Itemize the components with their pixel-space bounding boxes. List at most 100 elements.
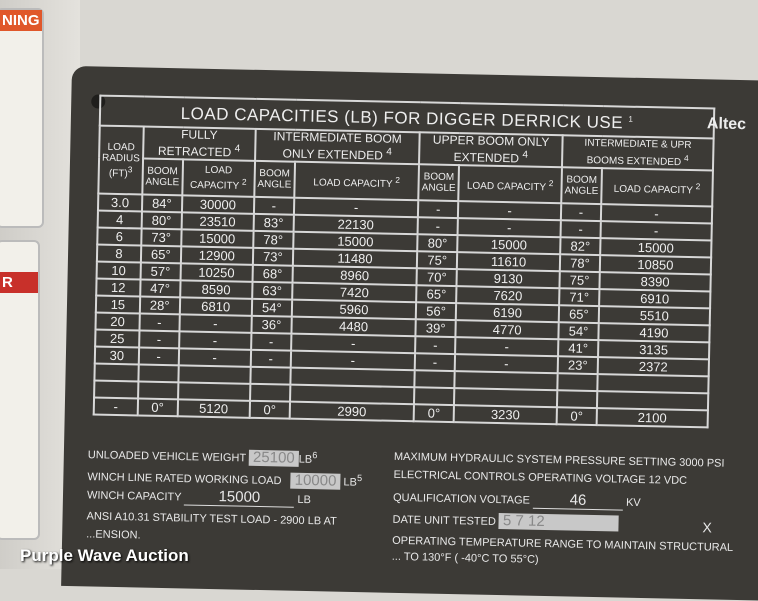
checkbox-mark: X: [702, 519, 712, 536]
load-capacity-plate: LOAD CAPACITIES (LB) FOR DIGGER DERRICK …: [61, 66, 758, 601]
angle-cell: -: [417, 217, 459, 236]
angle-cell: 56°: [415, 302, 457, 321]
winch-capacity: WINCH CAPACITY 15000 LB: [86, 488, 312, 508]
capacity-cell: 12900: [180, 246, 254, 266]
angle-cell: -: [560, 220, 601, 239]
capacity-cell: 6190: [455, 303, 560, 323]
brand-panel: Altec: [706, 115, 758, 134]
capacity-cell: 2990: [289, 401, 415, 422]
angle-cell: 73°: [252, 248, 294, 266]
radius-cell: -: [93, 397, 138, 416]
capacity-cell: -: [178, 348, 251, 368]
angle-cell: [250, 367, 291, 385]
angle-cell: -: [415, 336, 456, 355]
unloaded-weight: UNLOADED VEHICLE WEIGHT 25100 LB6: [87, 448, 318, 467]
group-header: INTERMEDIATE BOOM ONLY EXTENDED 4: [254, 128, 420, 165]
temperature-range-cont: ... TO 130°F ( -40°C TO 55°C): [391, 550, 539, 566]
angle-cell: -: [418, 200, 459, 219]
capacity-cell: -: [179, 314, 252, 334]
warning-sticker: NING: [0, 8, 44, 228]
angle-cell: [138, 364, 179, 383]
angle-cell: 47°: [139, 279, 181, 298]
angle-cell: [414, 370, 455, 389]
capacity-cell: 10250: [180, 263, 253, 283]
angle-cell: 75°: [559, 271, 600, 290]
capacity-cell: -: [454, 354, 559, 374]
angle-cell: 78°: [559, 254, 601, 273]
capacity-cell: [454, 388, 558, 408]
angle-cell: [137, 381, 179, 400]
group-header: FULLY RETRACTED 4: [142, 126, 256, 162]
angle-cell: 0°: [413, 404, 455, 423]
capacity-cell: 4770: [455, 320, 559, 340]
angle-cell: 57°: [140, 262, 181, 281]
capacity-cell: 23510: [181, 212, 254, 232]
angle-cell: 23°: [557, 356, 598, 375]
angle-cell: 65°: [416, 285, 457, 304]
radius-cell: 12: [96, 278, 141, 297]
angle-cell: 0°: [249, 401, 290, 419]
angle-cell: 63°: [251, 282, 293, 300]
radius-cell: 10: [96, 261, 141, 280]
angle-cell: [414, 387, 455, 406]
angle-cell: 71°: [559, 288, 600, 307]
capacity-cell: 8590: [179, 280, 253, 300]
angle-cell: 65°: [140, 245, 181, 264]
capacity-cell: 2100: [596, 408, 708, 428]
angle-cell: 82°: [560, 237, 601, 256]
angle-cell: 84°: [141, 194, 182, 213]
electrical-voltage: ELECTRICAL CONTROLS OPERATING VOLTAGE 12…: [393, 468, 688, 487]
angle-cell: 78°: [253, 231, 294, 249]
angle-cell: -: [139, 313, 180, 332]
capacity-header: LOAD CAPACITY 2: [181, 159, 255, 198]
radius-cell: [94, 380, 139, 399]
angle-header: BOOM ANGLE: [418, 164, 460, 202]
radius-cell: 4: [97, 210, 142, 229]
radius-header: LOAD RADIUS (FT)3: [98, 125, 144, 195]
load-capacity-table: LOAD CAPACITIES (LB) FOR DIGGER DERRICK …: [93, 95, 716, 429]
capacity-cell: 30000: [181, 195, 255, 215]
capacity-cell: -: [455, 337, 559, 357]
radius-cell: 20: [95, 312, 140, 331]
radius-cell: 30: [94, 346, 139, 365]
capacity-header: LOAD CAPACITY 2: [294, 162, 420, 201]
angle-cell: 39°: [415, 319, 456, 338]
radius-cell: 15: [95, 295, 140, 314]
capacity-cell: [454, 371, 558, 391]
altec-logo: Altec: [706, 115, 747, 134]
date-tested: DATE UNIT TESTED 5 7 12: [392, 511, 620, 533]
angle-cell: 0°: [556, 407, 597, 426]
group-header: UPPER BOOM ONLY EXTENDED 4: [419, 132, 563, 168]
angle-cell: 75°: [416, 251, 458, 270]
angle-cell: 0°: [137, 398, 178, 417]
angle-cell: 36°: [251, 316, 292, 334]
angle-cell: -: [414, 353, 456, 372]
angle-cell: -: [253, 197, 295, 216]
danger-sticker: R: [0, 240, 40, 540]
angle-cell: 68°: [252, 265, 293, 283]
watermark: Purple Wave Auction: [20, 546, 189, 565]
angle-header: BOOM ANGLE: [254, 161, 295, 199]
angle-header: BOOM ANGLE: [561, 167, 602, 205]
angle-cell: 65°: [558, 305, 599, 324]
capacity-cell: -: [457, 218, 561, 238]
capacity-header: LOAD CAPACITY 2: [601, 168, 713, 207]
angle-cell: [556, 390, 598, 409]
capacity-cell: 3230: [453, 405, 557, 425]
angle-cell: -: [250, 333, 292, 351]
group-header: INTERMEDIATE & UPR BOOMS EXTENDED 4: [561, 135, 714, 171]
angle-cell: 41°: [558, 339, 599, 358]
angle-cell: 54°: [251, 299, 292, 317]
angle-header: BOOM ANGLE: [142, 158, 183, 196]
radius-cell: 3.0: [97, 193, 143, 212]
radius-cell: 8: [96, 244, 142, 263]
capacity-cell: 5120: [177, 399, 250, 419]
angle-cell: -: [250, 350, 291, 368]
capacity-cell: 15000: [457, 235, 561, 255]
angle-cell: [557, 373, 598, 392]
angle-cell: 83°: [253, 214, 294, 233]
ansi-test-load-cont: ...ENSION.: [86, 528, 141, 542]
capacity-cell: 11610: [456, 252, 561, 272]
angle-cell: -: [138, 330, 180, 349]
capacity-cell: 9130: [456, 269, 560, 289]
